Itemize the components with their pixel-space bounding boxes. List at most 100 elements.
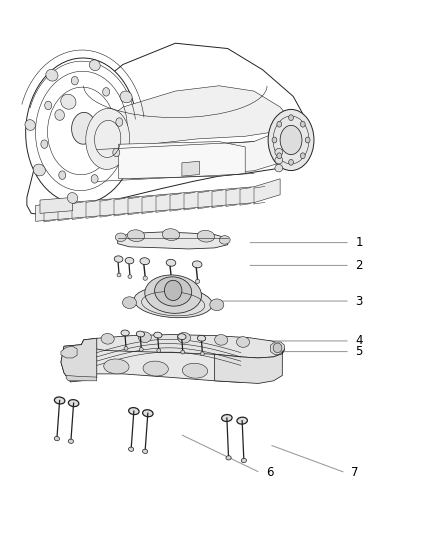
Ellipse shape	[54, 437, 60, 441]
Polygon shape	[66, 375, 97, 381]
Ellipse shape	[166, 260, 176, 266]
Ellipse shape	[215, 335, 228, 345]
Ellipse shape	[125, 257, 134, 264]
Polygon shape	[61, 340, 241, 382]
Ellipse shape	[68, 439, 74, 443]
Ellipse shape	[226, 456, 231, 460]
Ellipse shape	[178, 334, 186, 340]
Ellipse shape	[134, 287, 212, 318]
Polygon shape	[27, 43, 311, 216]
Ellipse shape	[46, 69, 58, 81]
Ellipse shape	[113, 148, 120, 157]
Ellipse shape	[289, 115, 293, 120]
Ellipse shape	[162, 229, 180, 240]
Polygon shape	[118, 232, 228, 249]
Ellipse shape	[280, 125, 302, 155]
Ellipse shape	[128, 447, 134, 451]
Ellipse shape	[123, 297, 137, 309]
Ellipse shape	[192, 261, 202, 268]
Ellipse shape	[104, 359, 129, 374]
Ellipse shape	[241, 458, 247, 463]
Polygon shape	[119, 142, 245, 179]
Ellipse shape	[181, 350, 185, 354]
Text: 2: 2	[355, 259, 363, 272]
Ellipse shape	[164, 280, 182, 301]
Text: 5: 5	[355, 345, 363, 358]
Ellipse shape	[219, 236, 230, 244]
Ellipse shape	[300, 153, 305, 159]
Ellipse shape	[102, 87, 110, 96]
Ellipse shape	[273, 343, 282, 353]
Polygon shape	[61, 346, 77, 358]
Ellipse shape	[268, 109, 314, 171]
Ellipse shape	[210, 299, 224, 311]
Text: 6: 6	[266, 466, 273, 479]
Ellipse shape	[71, 76, 78, 85]
Ellipse shape	[91, 175, 98, 183]
Polygon shape	[97, 86, 293, 155]
Ellipse shape	[128, 274, 132, 278]
Polygon shape	[61, 338, 97, 382]
Ellipse shape	[45, 101, 52, 110]
Ellipse shape	[138, 332, 151, 343]
Text: 1: 1	[355, 236, 363, 249]
Ellipse shape	[143, 361, 168, 376]
Ellipse shape	[101, 334, 114, 344]
Ellipse shape	[120, 91, 132, 103]
Ellipse shape	[116, 118, 123, 126]
Ellipse shape	[201, 352, 205, 356]
Text: 4: 4	[355, 334, 363, 348]
Ellipse shape	[195, 279, 200, 284]
Polygon shape	[182, 161, 199, 176]
Ellipse shape	[41, 140, 48, 148]
Ellipse shape	[237, 417, 247, 424]
Ellipse shape	[177, 333, 191, 343]
Ellipse shape	[33, 164, 46, 176]
Ellipse shape	[139, 348, 143, 351]
Ellipse shape	[67, 192, 78, 203]
Polygon shape	[35, 179, 280, 221]
Ellipse shape	[143, 410, 153, 417]
Ellipse shape	[182, 363, 208, 378]
Polygon shape	[215, 345, 285, 383]
Ellipse shape	[25, 119, 35, 131]
Ellipse shape	[89, 60, 100, 70]
Ellipse shape	[142, 449, 148, 454]
Ellipse shape	[277, 153, 282, 159]
Ellipse shape	[154, 332, 162, 338]
Ellipse shape	[129, 408, 139, 415]
Ellipse shape	[275, 157, 283, 164]
Polygon shape	[40, 197, 73, 213]
Ellipse shape	[198, 335, 206, 341]
Ellipse shape	[143, 276, 148, 280]
Ellipse shape	[275, 165, 283, 172]
Ellipse shape	[155, 277, 192, 306]
Ellipse shape	[169, 278, 173, 282]
Ellipse shape	[277, 122, 282, 127]
Ellipse shape	[157, 349, 161, 352]
Ellipse shape	[26, 58, 137, 204]
Ellipse shape	[275, 149, 283, 156]
Ellipse shape	[145, 275, 201, 313]
Ellipse shape	[114, 256, 123, 262]
Ellipse shape	[140, 258, 149, 265]
Ellipse shape	[124, 346, 128, 350]
Polygon shape	[81, 335, 285, 358]
Ellipse shape	[54, 397, 65, 404]
Ellipse shape	[127, 230, 145, 241]
Ellipse shape	[136, 331, 145, 337]
Ellipse shape	[300, 122, 305, 127]
Text: 7: 7	[351, 466, 358, 479]
Polygon shape	[271, 342, 285, 355]
Ellipse shape	[121, 330, 129, 336]
Text: 3: 3	[355, 295, 363, 308]
Ellipse shape	[86, 108, 130, 169]
Ellipse shape	[305, 137, 310, 143]
Ellipse shape	[115, 233, 126, 241]
Ellipse shape	[68, 400, 79, 407]
Ellipse shape	[117, 273, 121, 277]
Ellipse shape	[222, 415, 232, 422]
Ellipse shape	[197, 230, 215, 242]
Ellipse shape	[289, 159, 293, 165]
Ellipse shape	[272, 137, 277, 143]
